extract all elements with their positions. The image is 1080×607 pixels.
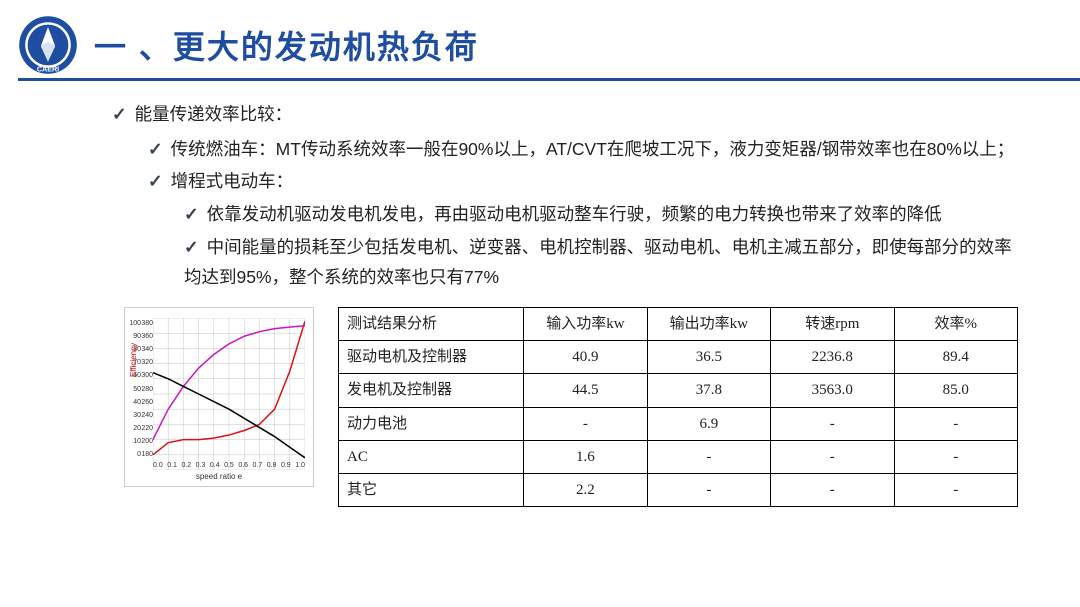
table-cell: - <box>647 474 770 507</box>
table-col-0: 测试结果分析 <box>339 307 524 340</box>
table-col-4: 效率% <box>894 307 1017 340</box>
table-cell: 3563.0 <box>771 374 894 407</box>
table-col-2: 输出功率kw <box>647 307 770 340</box>
table-header-row: 测试结果分析输入功率kw输出功率kw转速rpm效率% <box>339 307 1018 340</box>
table-cell: AC <box>339 440 524 473</box>
table-cell: 40.9 <box>524 341 647 374</box>
bullet-l2b-text: 增程式电动车： <box>171 171 294 191</box>
chart-y1-ticks: 1009080706050403020100 <box>129 318 141 462</box>
caeri-logo-icon: CAERI <box>18 15 78 75</box>
table-cell: 44.5 <box>524 374 647 407</box>
results-table: 测试结果分析输入功率kw输出功率kw转速rpm效率% 驱动电机及控制器40.93… <box>338 307 1018 508</box>
table-cell: 85.0 <box>894 374 1017 407</box>
table-row: 发电机及控制器44.537.83563.085.0 <box>339 374 1018 407</box>
chart-ylabel: Efficiency <box>127 343 141 377</box>
table-cell: 89.4 <box>894 341 1017 374</box>
chart-plot-icon <box>153 318 305 470</box>
bullet-l3a: 依靠发动机驱动发电机发电，再由驱动电机驱动整车行驶，频繁的电力转换也带来了效率的… <box>112 199 1026 230</box>
table-cell: 1.6 <box>524 440 647 473</box>
table-body: 驱动电机及控制器40.936.52236.889.4发电机及控制器44.537.… <box>339 341 1018 507</box>
table-cell: 2.2 <box>524 474 647 507</box>
table-cell: 37.8 <box>647 374 770 407</box>
table-cell: - <box>524 407 647 440</box>
page-title: 一 、更大的发动机热负荷 <box>94 22 479 68</box>
chart-y2-ticks: 380360340320300280260240220200180 <box>141 318 153 462</box>
table-cell: - <box>771 440 894 473</box>
efficiency-chart: 1009080706050403020100 38036034032030028… <box>124 307 314 487</box>
bullet-l3b: 中间能量的损耗至少包括发电机、逆变器、电机控制器、驱动电机、电机主减五部分，即使… <box>112 232 1026 293</box>
slide: CAERI 一 、更大的发动机热负荷 能量传递效率比较： 传统燃油车：MT传动系… <box>0 0 1080 607</box>
table-cell: 其它 <box>339 474 524 507</box>
header: CAERI 一 、更大的发动机热负荷 <box>18 18 1026 72</box>
table-row: 动力电池-6.9-- <box>339 407 1018 440</box>
bullet-l3b-text: 中间能量的损耗至少包括发电机、逆变器、电机控制器、驱动电机、电机主减五部分，即使… <box>184 237 1012 288</box>
bullet-l2a: 传统燃油车：MT传动系统效率一般在90%以上，AT/CVT在爬坡工况下，液力变矩… <box>112 134 1026 165</box>
table-cell: 驱动电机及控制器 <box>339 341 524 374</box>
bullet-l3a-text: 依靠发动机驱动发电机发电，再由驱动电机驱动整车行驶，频繁的电力转换也带来了效率的… <box>207 204 942 224</box>
table-cell: 2236.8 <box>771 341 894 374</box>
table-row: 其它2.2--- <box>339 474 1018 507</box>
body: 能量传递效率比较： 传统燃油车：MT传动系统效率一般在90%以上，AT/CVT在… <box>18 81 1026 507</box>
bullet-l2b: 增程式电动车： <box>112 166 1026 197</box>
table-cell: 36.5 <box>647 341 770 374</box>
table-cell: - <box>894 474 1017 507</box>
bullet-l1-text: 能量传递效率比较： <box>135 104 293 124</box>
table-cell: - <box>647 440 770 473</box>
table-cell: - <box>894 407 1017 440</box>
table-cell: 发电机及控制器 <box>339 374 524 407</box>
chart-xlabel: speed ratio e <box>125 470 313 484</box>
bullet-l1: 能量传递效率比较： <box>112 99 1026 130</box>
table-col-1: 输入功率kw <box>524 307 647 340</box>
table-col-3: 转速rpm <box>771 307 894 340</box>
table-cell: - <box>771 474 894 507</box>
table-cell: 动力电池 <box>339 407 524 440</box>
lower-row: 1009080706050403020100 38036034032030028… <box>112 307 1026 508</box>
table-cell: 6.9 <box>647 407 770 440</box>
bullet-l2a-text: 传统燃油车：MT传动系统效率一般在90%以上，AT/CVT在爬坡工况下，液力变矩… <box>171 139 1015 159</box>
table-row: 驱动电机及控制器40.936.52236.889.4 <box>339 341 1018 374</box>
table-cell: - <box>894 440 1017 473</box>
table-cell: - <box>771 407 894 440</box>
svg-text:CAERI: CAERI <box>37 64 59 73</box>
table-row: AC1.6--- <box>339 440 1018 473</box>
